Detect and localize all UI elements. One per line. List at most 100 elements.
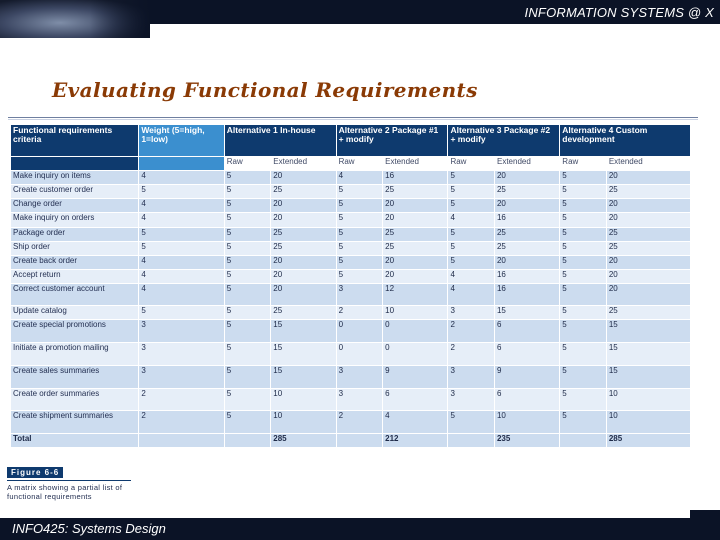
alt3-raw-cell: 2 (448, 320, 494, 343)
weight-cell: 5 (139, 185, 224, 199)
alt1-extended-cell: 15 (271, 343, 336, 365)
weight-header: Weight (5=high, 1=low) (139, 125, 224, 157)
alt2-raw-cell: 3 (336, 365, 383, 388)
alt3-raw-cell: 4 (448, 213, 494, 227)
alt1-extended-cell: 20 (271, 269, 336, 283)
alt4-extended-cell: 20 (606, 269, 690, 283)
alt3-extended-cell: 25 (494, 227, 560, 241)
figure-label: Figure 6-6 (7, 467, 64, 478)
alt2-extended-cell: 9 (383, 365, 448, 388)
alt2-extended-cell: 12 (383, 283, 448, 306)
alt1-extended-cell: 15 (271, 365, 336, 388)
alt1-raw-cell: 5 (224, 199, 271, 213)
alt1-extended-cell: 10 (271, 411, 336, 433)
total-alt2: 212 (383, 434, 448, 447)
alt3-raw-cell: 5 (448, 241, 494, 255)
matrix-row: Create back order 4 5 20 5 20 5 20 5 20 (11, 255, 690, 269)
weight-cell: 4 (139, 171, 224, 185)
alt3-extended-cell: 6 (494, 388, 560, 411)
alt1-raw-cell: 5 (224, 255, 271, 269)
alt3-raw-cell: 3 (448, 388, 494, 411)
criteria-cell: Accept return (11, 269, 139, 283)
alt1-extended-header: Extended (271, 157, 336, 171)
alt4-extended-cell: 20 (606, 199, 690, 213)
alt1-raw-cell: 5 (224, 306, 271, 320)
alt2-raw-cell: 5 (336, 255, 383, 269)
alt4-raw-cell: 5 (560, 283, 606, 306)
weight-cell: 2 (139, 411, 224, 433)
title-divider-light (8, 119, 698, 120)
alt2-raw-cell: 3 (336, 388, 383, 411)
alt1-raw-cell: 5 (224, 269, 271, 283)
criteria-cell: Create order summaries (11, 388, 139, 411)
alt3-raw-cell: 5 (448, 255, 494, 269)
alt2-raw-cell: 5 (336, 199, 383, 213)
weight-cell: 4 (139, 269, 224, 283)
alt4-extended-cell: 20 (606, 255, 690, 269)
total-alt4: 285 (606, 434, 690, 447)
matrix-row: Package order 5 5 25 5 25 5 25 5 25 (11, 227, 690, 241)
alt1-raw-cell: 5 (224, 388, 271, 411)
alt4-extended-cell: 20 (606, 283, 690, 306)
alt4-extended-cell: 15 (606, 365, 690, 388)
alt2-raw-cell: 5 (336, 241, 383, 255)
matrix-row: Create shipment summaries 2 5 10 2 4 5 10 5 10 (11, 411, 690, 433)
alt2-extended-cell: 4 (383, 411, 448, 433)
weight-cell: 2 (139, 388, 224, 411)
matrix-body: Make inquiry on items 4 5 20 4 16 5 20 5 20 Create… (11, 171, 690, 433)
alt3-raw-cell: 5 (448, 199, 494, 213)
alt3-extended-cell: 10 (494, 411, 560, 433)
weight-cell: 3 (139, 320, 224, 343)
alt2-header: Alternative 2 Package #1 + modify (336, 125, 448, 157)
alt4-extended-cell: 15 (606, 343, 690, 365)
alt4-raw-cell: 5 (560, 227, 606, 241)
alt1-extended-cell: 20 (271, 213, 336, 227)
alt4-extended-cell: 15 (606, 320, 690, 343)
matrix-header-row: Functional requirements criteria Weight … (11, 125, 690, 157)
alt4-raw-cell: 5 (560, 185, 606, 199)
alt1-extended-cell: 25 (271, 306, 336, 320)
alt2-raw-cell: 2 (336, 306, 383, 320)
alt2-extended-cell: 10 (383, 306, 448, 320)
alt3-raw-cell: 4 (448, 269, 494, 283)
alt1-raw-cell: 5 (224, 241, 271, 255)
alt4-raw-cell: 5 (560, 365, 606, 388)
alt3-raw-cell: 5 (448, 227, 494, 241)
alt1-raw-cell: 5 (224, 343, 271, 365)
slide-title: Evaluating Functional Requirements (52, 78, 478, 102)
alt1-raw-cell: 5 (224, 411, 271, 433)
alt4-extended-cell: 25 (606, 185, 690, 199)
alt2-extended-cell: 25 (383, 185, 448, 199)
alt2-extended-cell: 20 (383, 255, 448, 269)
criteria-cell: Ship order (11, 241, 139, 255)
alt3-extended-cell: 16 (494, 269, 560, 283)
alt4-raw-cell: 5 (560, 199, 606, 213)
alt1-raw-header: Raw (224, 157, 271, 171)
weight-cell: 4 (139, 255, 224, 269)
figure-rule (7, 480, 131, 481)
alt2-raw-cell: 0 (336, 343, 383, 365)
alt2-raw-header: Raw (336, 157, 383, 171)
alt1-extended-cell: 25 (271, 227, 336, 241)
criteria-cell: Create customer order (11, 185, 139, 199)
weight-cell: 3 (139, 343, 224, 365)
alt3-extended-cell: 20 (494, 255, 560, 269)
alt1-extended-cell: 25 (271, 185, 336, 199)
total-alt1-raw-blank (224, 434, 271, 447)
alt2-raw-cell: 2 (336, 411, 383, 433)
alt1-extended-cell: 20 (271, 283, 336, 306)
alt2-extended-header: Extended (383, 157, 448, 171)
total-label: Total (11, 434, 139, 447)
criteria-cell: Change order (11, 199, 139, 213)
matrix-row: Create customer order 5 5 25 5 25 5 25 5 25 (11, 185, 690, 199)
alt4-raw-cell: 5 (560, 343, 606, 365)
alt3-raw-cell: 5 (448, 411, 494, 433)
alt1-extended-cell: 20 (271, 255, 336, 269)
alt3-raw-cell: 2 (448, 343, 494, 365)
alt3-extended-cell: 16 (494, 283, 560, 306)
criteria-cell: Initiate a promotion mailing (11, 343, 139, 365)
course-header-title: INFORMATION SYSTEMS @ X (524, 5, 714, 20)
alt4-extended-cell: 25 (606, 306, 690, 320)
matrix-row: Initiate a promotion mailing 3 5 15 0 0 2 6 5 15 (11, 343, 690, 365)
alt1-header: Alternative 1 In-house (224, 125, 336, 157)
